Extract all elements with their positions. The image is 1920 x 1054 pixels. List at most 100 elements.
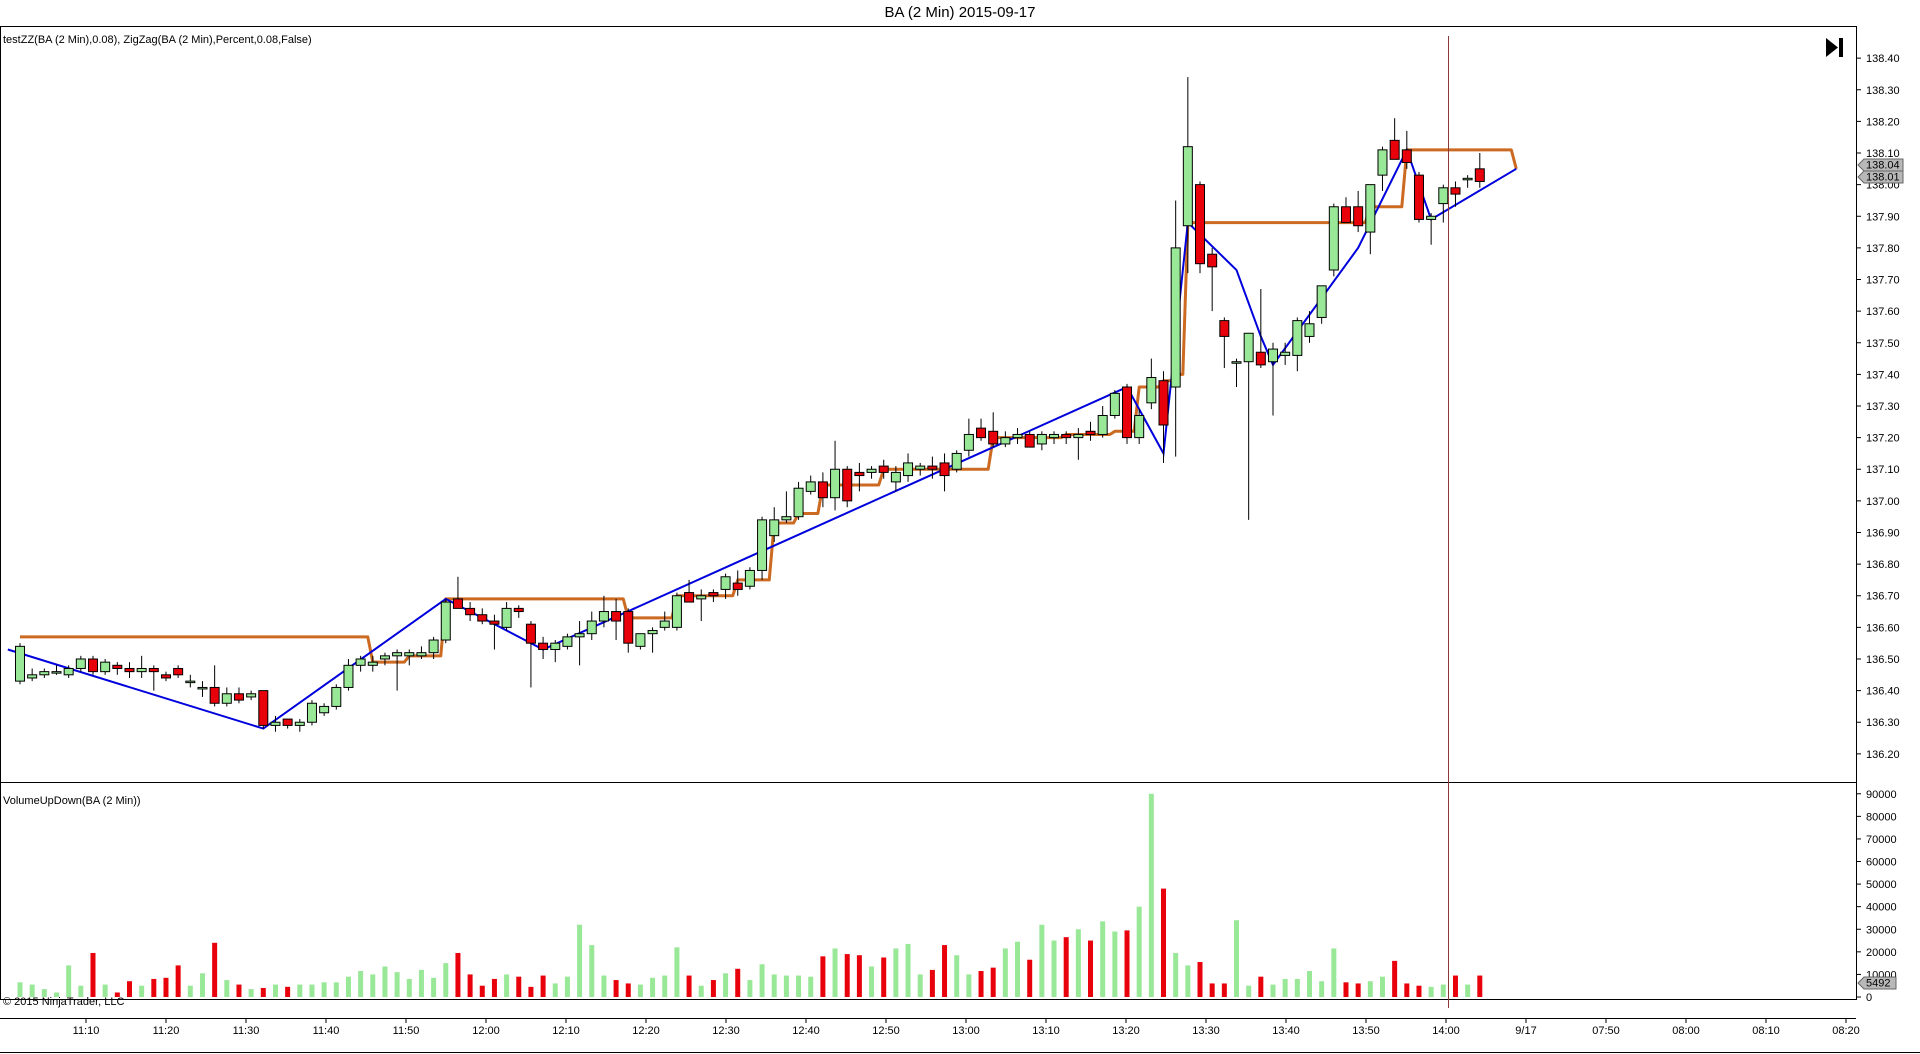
- candle-body: [1243, 332, 1254, 363]
- candle: [684, 579, 695, 603]
- candle-body: [1353, 206, 1364, 227]
- candle: [1413, 171, 1424, 223]
- volume-bar: [1416, 985, 1422, 997]
- time-tick-label: 12:50: [872, 1025, 900, 1037]
- candle: [404, 649, 415, 666]
- candle: [1097, 406, 1108, 438]
- price-tick-label: 137.50: [1866, 338, 1900, 350]
- candle: [1267, 342, 1278, 416]
- price-marker-label-2: 138.01: [1866, 172, 1900, 184]
- candle-body: [708, 592, 719, 597]
- candle-body: [854, 471, 865, 477]
- candle-body: [842, 468, 853, 502]
- candle-body: [1097, 414, 1108, 435]
- candle: [221, 687, 232, 707]
- candle-body: [611, 611, 622, 622]
- time-tick-label: 13:50: [1352, 1025, 1380, 1037]
- volume-bar: [613, 980, 619, 997]
- price-tick-label: 136.20: [1866, 749, 1900, 761]
- candle: [1340, 197, 1351, 224]
- volume-bar: [309, 984, 315, 997]
- price-tick-label: 137.80: [1866, 243, 1900, 255]
- price-tick-label: 137.60: [1866, 306, 1900, 318]
- volume-bar: [321, 982, 327, 997]
- time-tick-label: 07:50: [1592, 1025, 1620, 1037]
- candle-body: [501, 607, 512, 628]
- candle-body: [270, 721, 281, 726]
- candle-body: [927, 465, 938, 470]
- price-tick-label: 136.40: [1866, 686, 1900, 698]
- volume-bar: [236, 984, 242, 997]
- volume-bar: [516, 976, 522, 997]
- candle: [1292, 317, 1303, 372]
- volume-bar: [504, 974, 510, 997]
- candle: [233, 687, 244, 704]
- candle-body: [477, 614, 488, 622]
- candle: [1134, 409, 1145, 444]
- price-panel-frame: [0, 26, 1857, 783]
- candle-body: [306, 702, 317, 723]
- volume-tick-label: 0: [1866, 992, 1872, 1004]
- volume-bar: [929, 969, 935, 997]
- time-tick-label: 13:20: [1112, 1025, 1140, 1037]
- candle: [1328, 203, 1339, 277]
- candle: [538, 636, 549, 659]
- candle: [927, 456, 938, 479]
- time-tick-label: 11:20: [153, 1025, 180, 1037]
- candle-body: [805, 481, 816, 492]
- candle-body: [963, 433, 974, 451]
- volume-bar: [455, 952, 461, 997]
- volume-tick-label: 20000: [1866, 947, 1897, 959]
- candle: [708, 589, 719, 603]
- time-tick-label: 13:10: [1032, 1025, 1060, 1037]
- candle: [1061, 431, 1072, 444]
- candle: [915, 462, 926, 476]
- candle-body: [1231, 361, 1242, 364]
- candle-body: [1012, 433, 1023, 439]
- candle: [1024, 431, 1035, 448]
- candle: [1280, 342, 1291, 365]
- candle: [367, 655, 378, 672]
- candle: [963, 418, 974, 457]
- skip-to-end-icon[interactable]: [1822, 36, 1848, 60]
- candle-body: [404, 652, 415, 657]
- volume-bar: [297, 984, 303, 997]
- candle-body: [647, 630, 658, 635]
- candle: [805, 475, 816, 495]
- candle: [574, 621, 585, 666]
- candle-body: [1438, 187, 1449, 205]
- candle: [148, 665, 159, 691]
- candle: [392, 649, 403, 691]
- price-tick-label: 137.90: [1866, 211, 1900, 223]
- candle: [246, 690, 257, 701]
- volume-bar: [224, 980, 230, 997]
- volume-bar: [1185, 965, 1191, 997]
- volume-bar: [942, 945, 948, 997]
- price-tick-label: 137.30: [1866, 401, 1900, 413]
- candle-body: [1280, 351, 1291, 356]
- candle-body: [1073, 433, 1084, 439]
- volume-bar: [1343, 982, 1349, 997]
- volume-bar: [1258, 976, 1264, 997]
- candle-body: [233, 693, 244, 701]
- volume-bar: [333, 982, 339, 997]
- volume-bar: [1465, 984, 1471, 997]
- volume-bar: [406, 978, 412, 997]
- volume-bar: [589, 945, 595, 997]
- volume-bar: [467, 974, 473, 997]
- price-panel-label: testZZ(BA (2 Min),0.08), ZigZag(BA (2 Mi…: [3, 34, 312, 46]
- volume-bar: [17, 982, 23, 997]
- price-tick-label: 137.20: [1866, 433, 1900, 445]
- candle: [1316, 285, 1327, 324]
- volume-bar: [1197, 962, 1203, 997]
- volume-bar: [1282, 978, 1288, 997]
- candle-body: [1377, 149, 1388, 176]
- candle-body: [136, 667, 147, 673]
- volume-marker: 5492: [1857, 976, 1897, 990]
- candle-body: [574, 633, 585, 638]
- candle-body: [684, 592, 695, 603]
- candle-body: [1474, 168, 1485, 182]
- candle-body: [1182, 146, 1193, 227]
- time-tick-label: 11:30: [233, 1025, 260, 1037]
